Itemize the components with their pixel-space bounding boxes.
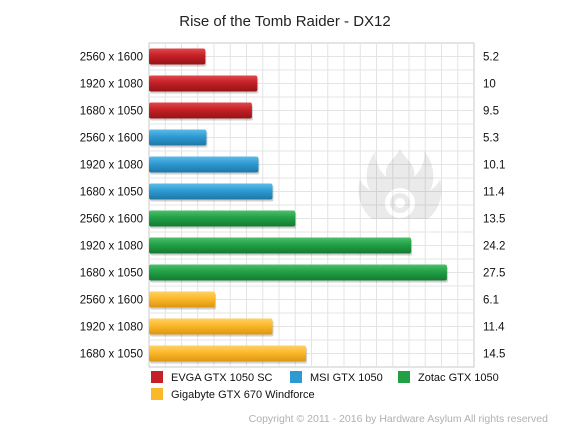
value-label: 11.4: [483, 322, 505, 334]
copyright-text: Copyright © 2011 - 2016 by Hardware Asyl…: [249, 413, 549, 425]
value-label: 24.2: [483, 241, 505, 253]
value-label: 9.5: [483, 106, 499, 118]
category-label: 1680 x 1050: [80, 268, 143, 280]
value-label: 13.5: [483, 214, 505, 226]
value-label: 6.1: [483, 295, 499, 307]
value-label: 5.3: [483, 133, 499, 145]
category-label: 1920 x 1080: [80, 322, 143, 334]
bar: [149, 345, 307, 362]
bar: [149, 156, 259, 173]
value-label: 10.1: [483, 160, 505, 172]
category-label: 2560 x 1600: [80, 295, 143, 307]
legend-swatch: [290, 371, 302, 383]
legend-swatch: [151, 388, 163, 400]
category-labels: 2560 x 1600 1920 x 1080 1680 x 1050 2560 x …: [80, 52, 143, 361]
value-labels: 5.2 10 9.5 5.3 10.1 11.4 13.5 24.2 27.5 6.1 11.4 14…: [483, 52, 505, 361]
bar: [149, 318, 273, 335]
legend-label: Gigabyte GTX 670 Windforce: [171, 389, 315, 401]
chart-title: Rise of the Tomb Raider - DX12: [179, 13, 391, 30]
bars: [149, 48, 448, 364]
value-label: 11.4: [483, 187, 505, 199]
category-label: 1920 x 1080: [80, 160, 143, 172]
category-label: 2560 x 1600: [80, 52, 143, 64]
legend-label: Zotac GTX 1050: [418, 372, 499, 384]
bar: [149, 183, 273, 200]
legend-swatch: [151, 371, 163, 383]
category-label: 2560 x 1600: [80, 214, 143, 226]
bar: [149, 291, 216, 308]
category-label: 1920 x 1080: [80, 79, 143, 91]
legend-label: EVGA GTX 1050 SC: [171, 372, 273, 384]
bar: [149, 102, 252, 119]
category-label: 1920 x 1080: [80, 241, 143, 253]
legend-label: MSI GTX 1050: [310, 372, 383, 384]
bar: [149, 237, 412, 254]
value-label: 5.2: [483, 52, 499, 64]
value-label: 14.5: [483, 349, 505, 361]
legend: EVGA GTX 1050 SC MSI GTX 1050 Zotac GTX 10…: [151, 371, 499, 401]
value-label: 27.5: [483, 268, 505, 280]
category-label: 1680 x 1050: [80, 349, 143, 361]
bar: [149, 264, 447, 281]
value-label: 10: [483, 79, 496, 91]
watermark-logo: [358, 149, 442, 219]
bar: [149, 129, 207, 146]
category-label: 1680 x 1050: [80, 187, 143, 199]
bar: [149, 48, 206, 65]
category-label: 1680 x 1050: [80, 106, 143, 118]
legend-swatch: [398, 371, 410, 383]
bar: [149, 75, 258, 92]
category-label: 2560 x 1600: [80, 133, 143, 145]
bar: [149, 210, 296, 227]
